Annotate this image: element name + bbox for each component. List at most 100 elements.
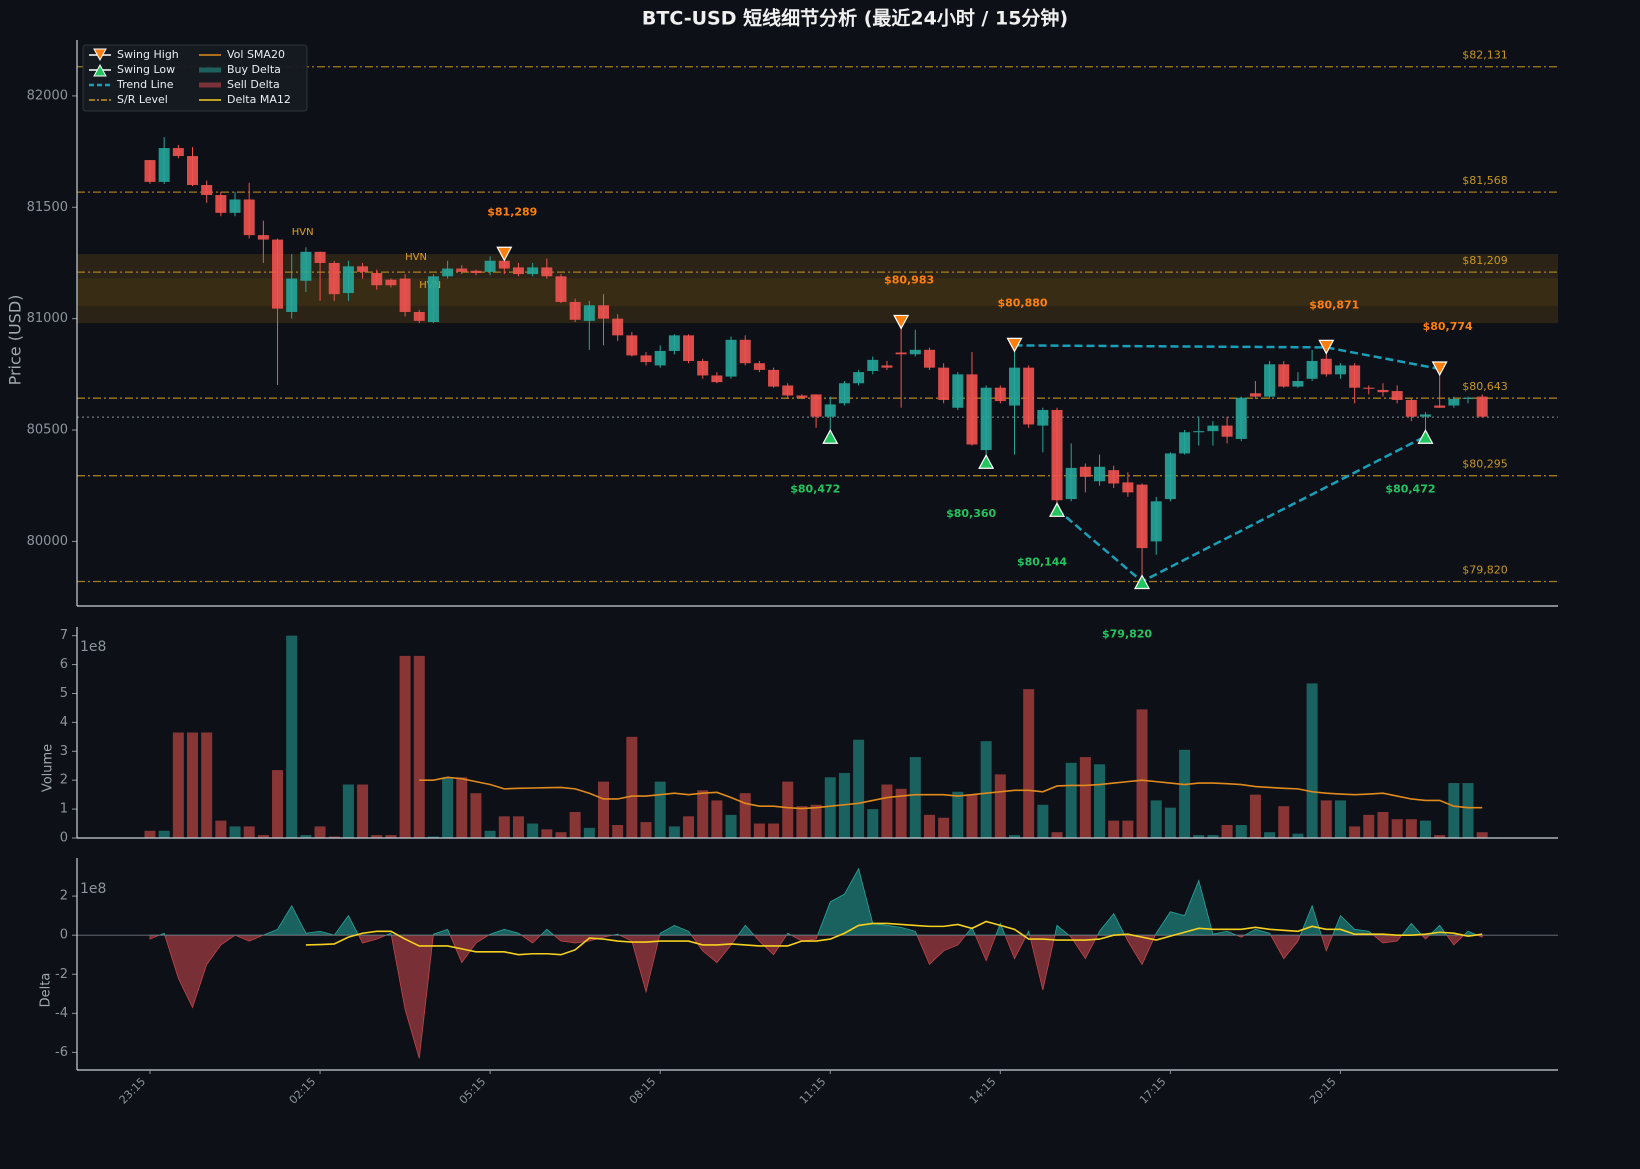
- volume-bar: [824, 777, 836, 838]
- candle-body: [1306, 360, 1318, 379]
- candle-body: [1462, 397, 1474, 399]
- volume-bar: [456, 777, 468, 838]
- volume-bar: [1419, 820, 1431, 838]
- volume-bar: [994, 774, 1006, 838]
- volume-bar: [1221, 824, 1233, 838]
- volume-bar: [272, 770, 284, 838]
- candle-body: [1405, 399, 1417, 417]
- candle-body: [881, 365, 893, 368]
- candle-body: [1434, 405, 1446, 408]
- y-tick-label: 4: [60, 715, 68, 730]
- volume-bar: [144, 830, 156, 838]
- legend-symbol: [93, 48, 107, 62]
- candle-body: [215, 195, 227, 213]
- delta-axis-label: Delta: [39, 973, 54, 1008]
- legend-label: S/R Level: [117, 93, 168, 106]
- candle-body: [385, 279, 397, 286]
- candle-body: [342, 266, 354, 294]
- candle-body: [1193, 431, 1205, 433]
- swing-high-label: $81,289: [487, 205, 537, 218]
- candle-body: [654, 350, 666, 366]
- volume-bar: [328, 836, 340, 838]
- candle-body: [498, 260, 510, 269]
- volume-bar: [187, 732, 199, 838]
- y-tick-label: 6: [60, 657, 68, 672]
- volume-bar: [640, 822, 652, 838]
- volume-bar: [300, 835, 312, 838]
- candle-body: [938, 367, 950, 400]
- chart-title: BTC-USD 短线细节分析 (最近24小时 / 15分钟): [642, 7, 1068, 30]
- candle-body: [314, 251, 326, 263]
- volume-bar: [867, 809, 879, 838]
- y-tick-label: 2: [60, 773, 68, 788]
- candle-body: [569, 301, 581, 320]
- volume-bar: [215, 820, 227, 838]
- volume-bar: [1377, 811, 1389, 838]
- y-tick-label: 7: [60, 628, 68, 643]
- volume-bar: [782, 781, 794, 838]
- candle-body: [357, 266, 369, 272]
- volume-bar: [683, 816, 695, 838]
- legend-label: Trend Line: [116, 78, 174, 91]
- candle-body: [824, 404, 836, 417]
- candle-body: [583, 305, 595, 321]
- sr-label: $79,820: [1462, 563, 1508, 576]
- volume-bar: [1207, 835, 1219, 838]
- candle-body: [158, 148, 170, 182]
- candle-body: [555, 276, 567, 302]
- swing-high-marker: [496, 246, 513, 262]
- candle-body: [895, 352, 907, 355]
- delta-ma-line: [305, 920, 1483, 956]
- swing-high-label: $80,880: [997, 296, 1047, 309]
- volume-bar: [1363, 814, 1375, 838]
- volume-bar: [484, 830, 496, 838]
- y-tick-label: 80000: [27, 534, 68, 549]
- swing-low-marker: [1417, 429, 1434, 444]
- volume-bar: [1150, 800, 1162, 838]
- candle-body: [1150, 501, 1162, 542]
- candle-body: [909, 349, 921, 355]
- volume-bar: [314, 826, 326, 838]
- volume-bar: [1079, 757, 1091, 838]
- volume-bar: [626, 736, 638, 838]
- candle-body: [725, 339, 737, 377]
- volume-bar: [342, 784, 354, 838]
- hvn-label: HVN: [292, 227, 314, 238]
- y-tick-label: 80500: [27, 423, 68, 438]
- volume-bar: [555, 832, 567, 838]
- volume-bar: [286, 635, 298, 838]
- volume-bar: [980, 741, 992, 838]
- candle-body: [612, 318, 624, 336]
- sr-label: $82,131: [1462, 49, 1508, 62]
- volume-bar: [158, 830, 170, 838]
- swing-low-label: $79,820: [1102, 627, 1152, 640]
- candle-body: [1391, 391, 1403, 400]
- candle-body: [229, 199, 241, 213]
- swing-low-label: $80,472: [1385, 482, 1435, 495]
- volume-bar: [768, 823, 780, 838]
- volume-bar: [512, 816, 524, 838]
- candle-body: [838, 383, 850, 404]
- swing-low-label: $80,472: [790, 482, 840, 495]
- volume-bar: [1292, 833, 1304, 838]
- volume-bar: [541, 829, 553, 838]
- volume-bar: [1448, 783, 1460, 838]
- candle-body: [399, 278, 411, 312]
- candle-body: [1079, 466, 1091, 477]
- y-tick-label: 82000: [27, 88, 68, 103]
- candle-body: [187, 156, 199, 186]
- volume-bar: [172, 732, 184, 838]
- legend-label: Delta MA12: [227, 93, 291, 106]
- volume-bar: [498, 816, 510, 838]
- candle-body: [1051, 409, 1063, 501]
- volume-scale-label: 1e8: [80, 639, 106, 655]
- volume-bar: [1334, 800, 1346, 838]
- candle-body: [470, 270, 482, 273]
- volume-bar: [1278, 806, 1290, 838]
- candle-body: [952, 374, 964, 408]
- legend-label: Swing Low: [117, 63, 175, 76]
- volume-bar: [938, 817, 950, 838]
- candle-body: [626, 335, 638, 356]
- volume-bar: [1164, 807, 1176, 838]
